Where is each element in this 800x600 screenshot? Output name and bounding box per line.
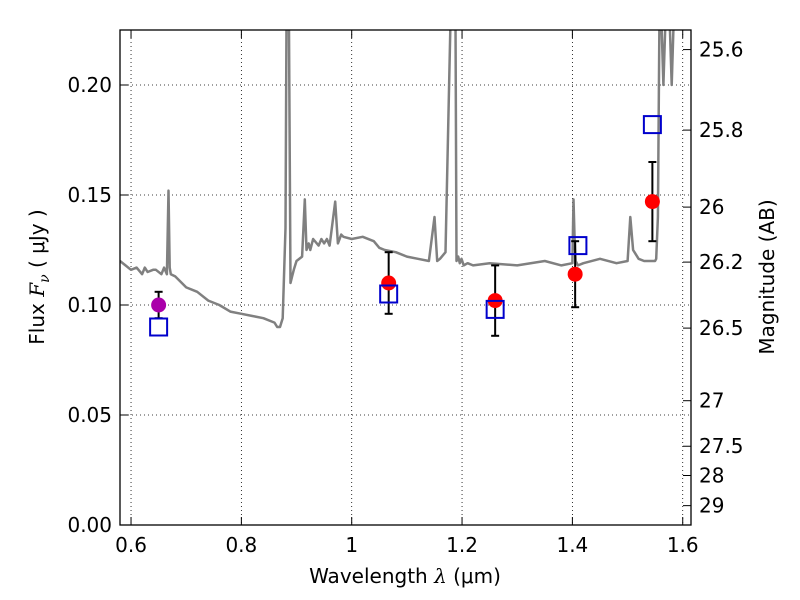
- y2-tick-label: 27.5: [699, 434, 744, 458]
- x-tick-label: 1.2: [446, 533, 478, 557]
- y-tick-label: 0.20: [67, 73, 112, 97]
- observed-flux-point: [644, 194, 660, 210]
- model-flux-square: [485, 299, 505, 319]
- gridlines: [120, 30, 691, 526]
- model-flux-square: [149, 317, 169, 337]
- plot-frame: [119, 29, 692, 526]
- model-flux-square: [642, 115, 662, 135]
- y2-tick-label: 28: [699, 464, 724, 488]
- observed-flux-point: [381, 275, 397, 291]
- observed-flux-point: [567, 266, 583, 282]
- x-tick-label: 0.6: [115, 533, 147, 557]
- model-flux-square: [379, 284, 399, 304]
- plot-area: [120, 30, 691, 525]
- y2-tick-label: 26.2: [699, 250, 744, 274]
- model-spectrum-line: [120, 30, 675, 329]
- y-tick-label: 0.10: [67, 293, 112, 317]
- y2-tick-label: 25.8: [699, 118, 744, 142]
- x-tick-label: 1.4: [556, 533, 588, 557]
- y2-tick-label: 25.6: [699, 38, 744, 62]
- y-tick-label: 0.15: [67, 183, 112, 207]
- observed-flux-point: [151, 297, 167, 313]
- y2-tick-label: 26.5: [699, 316, 744, 340]
- y2-axis-label: Magnitude (AB): [755, 199, 779, 354]
- y2-tick-label: 29: [699, 494, 724, 518]
- axis-ticks: 0.6 0.8 1 1.2 1.4 1.6 0.00 0.05 0.10 0.15 0.20 25.6…: [67, 30, 744, 557]
- y-tick-label: 0.05: [67, 403, 112, 427]
- y-axis-label: Flux Fν ( μJy ): [25, 209, 53, 344]
- model-flux-square: [568, 236, 588, 256]
- y2-tick-label: 26: [699, 195, 724, 219]
- x-tick-label: 1: [345, 533, 358, 557]
- y2-tick-label: 27: [699, 389, 724, 413]
- x-tick-label: 1.6: [667, 533, 699, 557]
- y-tick-label: 0.00: [67, 513, 112, 537]
- x-axis-label: Wavelength λ (μm): [309, 564, 501, 588]
- plot-content: [120, 30, 675, 337]
- x-tick-label: 0.8: [225, 533, 257, 557]
